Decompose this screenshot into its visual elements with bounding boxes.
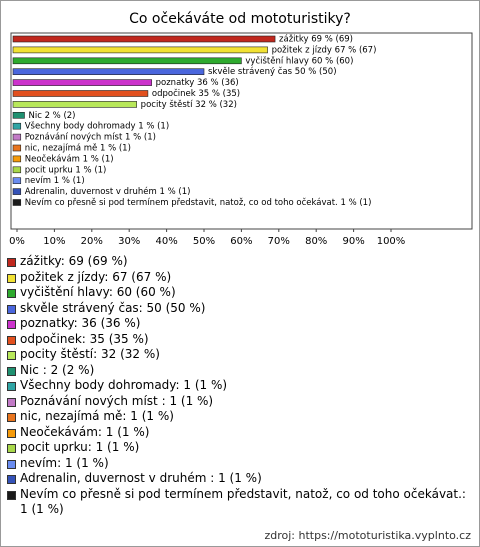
bar (12, 101, 137, 108)
x-tick-label: 100% (377, 236, 406, 247)
legend-swatch (7, 366, 16, 376)
legend-label: zážitky: 69 (69 %) (20, 254, 128, 268)
legend-label: Nevím co přesně si pod termínem představ… (20, 486, 466, 517)
legend-label: Poznávání nových míst : 1 (1 %) (20, 393, 214, 408)
legend-swatch (7, 335, 16, 345)
bar-label: Nevím co přesně si pod termínem představ… (25, 197, 372, 208)
bar-label: Všechny body dohromady 1 % (1) (25, 121, 169, 132)
plot-frame (10, 32, 473, 230)
bar (12, 166, 22, 174)
x-tick-label: 80% (305, 236, 327, 247)
legend-label: poznatky: 36 (36 %) (20, 316, 141, 330)
legend-label: pocit uprku: 1 (1 %) (20, 440, 140, 454)
bar-label: nic, nezajímá mě 1 % (1) (25, 144, 131, 154)
x-tick-label: 40% (155, 236, 177, 247)
legend-item: vyčištění hlavy: 60 (60 %) (7, 285, 471, 301)
bar-label: odpočinek 35 % (35) (152, 88, 240, 99)
legend-item: pocit uprku: 1 (1 %) (7, 440, 471, 456)
bar-label: Nic 2 % (2) (28, 111, 75, 121)
bar-label: zážitky 69 % (69) (279, 35, 353, 45)
legend: zážitky: 69 (69 %) požitek z jízdy: 67 (6… (7, 254, 471, 518)
legend-item: nic, nezajímá mě: 1 (1 %) (7, 409, 471, 425)
legend-swatch (7, 428, 16, 438)
source: zdroj: https://mototuristika.vyplnto.cz (264, 529, 471, 542)
legend-item: Nevím co přesně si pod termínem představ… (7, 487, 471, 518)
x-tick-label: 50% (193, 236, 215, 247)
legend-label: nic, nezajímá mě: 1 (1 %) (20, 409, 174, 423)
chart: Co očekáváte od mototuristiky? 0% 10% 20% 3… (9, 11, 473, 247)
bar-label: Poznávání nových míst 1 % (1) (25, 133, 156, 143)
bar-label: požitek z jízdy 67 % (67) (272, 45, 377, 55)
bar (12, 46, 268, 54)
legend-item: pocity štěstí: 32 (32 %) (7, 347, 471, 363)
legend-item: Nic : 2 (2 %) (7, 363, 471, 379)
legend-label: Nic : 2 (2 %) (20, 362, 95, 377)
legend-label: vyčištění hlavy: 60 (60 %) (20, 285, 176, 299)
bar (12, 112, 25, 119)
legend-swatch (7, 475, 16, 484)
bar (12, 133, 22, 141)
legend-item: Poznávání nových míst : 1 (1 %) (7, 394, 471, 410)
legend-swatch (7, 490, 16, 500)
bar (12, 35, 276, 43)
bar (12, 90, 149, 97)
legend-label: skvěle strávený čas: 50 (50 %) (20, 300, 206, 315)
x-tick-label: 60% (230, 236, 252, 247)
legend-label: Všechny body dohromady: 1 (1 %) (20, 378, 228, 392)
x-tick-label: 10% (43, 236, 65, 247)
legend-item: skvěle strávený čas: 50 (50 %) (7, 301, 471, 317)
legend-swatch (7, 351, 16, 360)
bar-label: Neočekávám 1 % (1) (25, 153, 114, 164)
x-tick-label: 20% (81, 236, 103, 247)
chart-title: Co očekáváte od mototuristiky? (129, 11, 351, 27)
legend-label: odpočinek: 35 (35 %) (20, 331, 149, 346)
bar (12, 188, 22, 195)
legend-label: pocity štěstí: 32 (32 %) (20, 347, 160, 361)
bar (12, 144, 22, 152)
x-tick-label: 0% (9, 236, 25, 247)
bar-label: Adrenalin, duvernost v druhém 1 % (1) (25, 186, 191, 197)
legend-item: nevím: 1 (1 %) (7, 456, 471, 472)
legend-swatch (7, 397, 16, 407)
bar-label: poznatky 36 % (36) (156, 78, 239, 88)
bar (12, 177, 22, 184)
bar (12, 199, 22, 206)
legend-item: Neočekávám: 1 (1 %) (7, 425, 471, 441)
bar-label: skvěle strávený čas 50 % (50) (208, 66, 337, 77)
legend-label: Neočekávám: 1 (1 %) (20, 424, 150, 439)
legend-swatch (7, 382, 16, 391)
bar (12, 79, 152, 86)
bar (12, 155, 22, 163)
legend-swatch (7, 444, 16, 453)
x-tick-label: 30% (118, 236, 140, 247)
x-tick-label: 70% (268, 236, 290, 247)
bar (12, 122, 22, 130)
legend-swatch (7, 413, 16, 422)
legend-item: Adrenalin, duvernost v druhém : 1 (1 %) (7, 471, 471, 487)
legend-label: požitek z jízdy: 67 (67 %) (20, 269, 172, 284)
legend-label: nevím: 1 (1 %) (20, 455, 109, 470)
legend-item: odpočinek: 35 (35 %) (7, 332, 471, 348)
legend-item: Všechny body dohromady: 1 (1 %) (7, 378, 471, 394)
bar (12, 57, 242, 65)
legend-swatch (7, 320, 16, 329)
bar-label: pocit uprku 1 % (1) (25, 165, 107, 175)
legend-swatch (7, 289, 16, 298)
bar-label: pocity štěstí 32 % (32) (141, 99, 237, 110)
bar-label: vyčištění hlavy 60 % (60) (245, 55, 353, 66)
legend-item: požitek z jízdy: 67 (67 %) (7, 270, 471, 286)
legend-swatch (7, 459, 16, 469)
legend-label: Adrenalin, duvernost v druhém : 1 (1 %) (20, 471, 262, 485)
legend-item: zážitky: 69 (69 %) (7, 254, 471, 270)
legend-swatch (7, 258, 16, 267)
x-tick-label: 90% (342, 236, 364, 247)
bar-label: nevím 1 % (1) (25, 176, 85, 186)
bar (12, 68, 205, 75)
legend-item: poznatky: 36 (36 %) (7, 316, 471, 332)
legend-swatch (7, 273, 16, 283)
legend-swatch (7, 304, 16, 314)
